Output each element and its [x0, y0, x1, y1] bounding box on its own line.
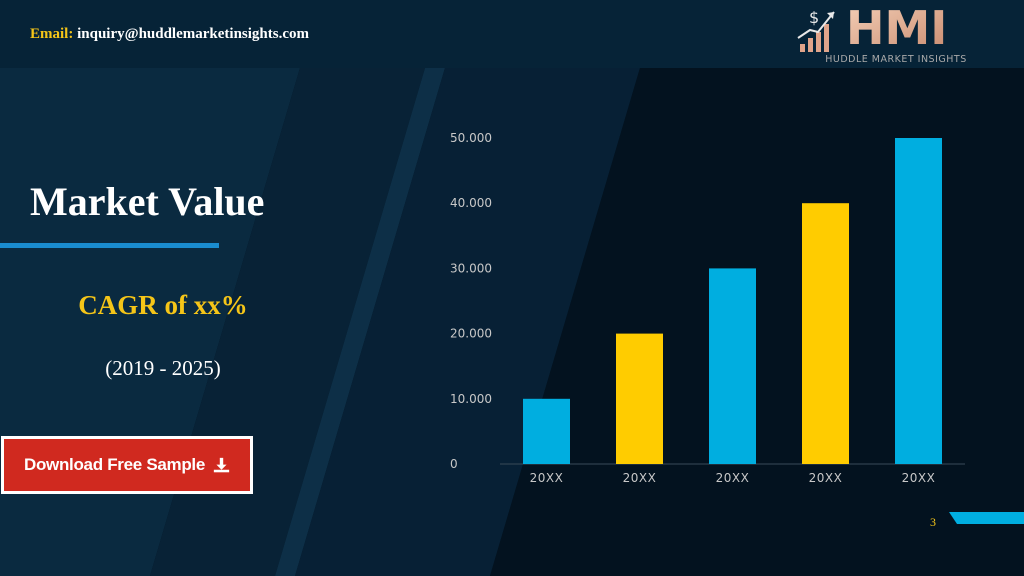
download-icon [213, 457, 230, 472]
page-title: Market Value [30, 179, 265, 224]
x-tick-label: 20XX [530, 471, 564, 485]
hmi-logo: $ HMI [797, 4, 947, 55]
x-tick-label: 20XX [716, 471, 750, 485]
contact-email[interactable]: Email: inquiry@huddlemarketinsights.com [30, 26, 309, 43]
y-tick-label: 30.000 [450, 261, 492, 275]
header-bar [0, 0, 1024, 68]
logo-currency: $ [809, 8, 819, 27]
email-label: Email: [30, 26, 74, 42]
title-underline [0, 243, 219, 248]
bar [709, 268, 756, 464]
download-button-label: Download Free Sample [23, 455, 206, 474]
x-tick-label: 20XX [902, 471, 936, 485]
x-tick-label: 20XX [623, 471, 657, 485]
bar [523, 398, 570, 464]
market-value-chart: 0 10.000 20.000 30.000 40.000 50.000 20XX 20XX 2… [450, 131, 965, 485]
bar [802, 203, 849, 464]
cagr-text: CAGR of xx% [78, 290, 248, 320]
page-number: 3 [930, 515, 936, 529]
y-tick-label: 40.000 [450, 196, 492, 210]
email-address[interactable]: inquiry@huddlemarketinsights.com [77, 26, 310, 42]
y-tick-label: 0 [450, 457, 458, 471]
x-tick-label: 20XX [809, 471, 843, 485]
bar [895, 138, 942, 464]
logo-tagline: HUDDLE MARKET INSIGHTS [825, 54, 967, 65]
y-tick-label: 50.000 [450, 131, 492, 145]
period-text: (2019 - 2025) [105, 356, 221, 380]
y-tick-label: 10.000 [450, 392, 492, 406]
logo-text: HMI [846, 4, 947, 55]
y-tick-label: 20.000 [450, 327, 492, 341]
download-sample-button[interactable]: Download Free Sample [1, 436, 253, 494]
bar [616, 333, 663, 464]
page-accent-bar [949, 512, 1024, 524]
